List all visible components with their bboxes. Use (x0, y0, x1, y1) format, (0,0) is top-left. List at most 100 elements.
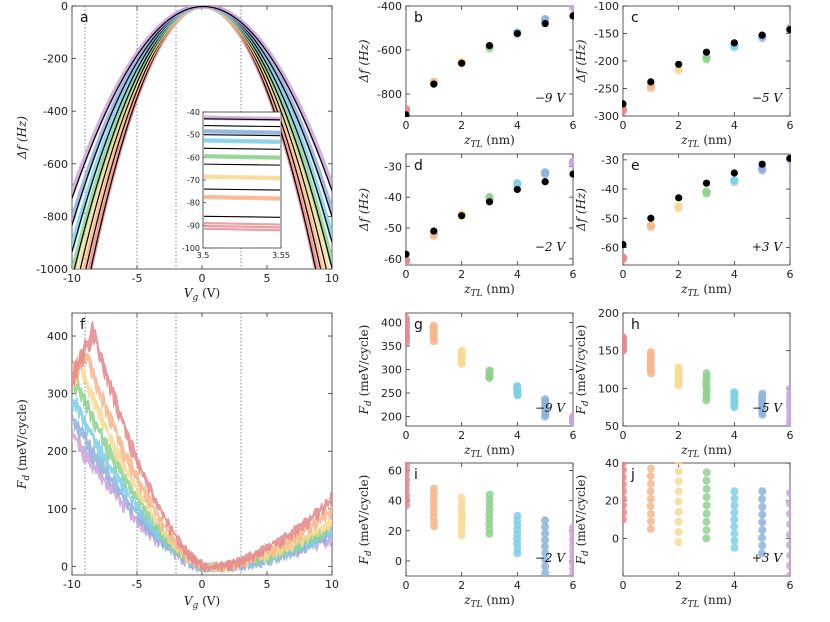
panel-j: 0 2 4 6 0 20 40 +3 V j zTL (nm) Fd (meV/cycle) (574, 457, 794, 610)
panel-h-point (758, 389, 767, 398)
inset-colored-line (203, 139, 281, 143)
panel-g-xtick-label: 0 (403, 429, 410, 442)
panel-j-point (702, 476, 711, 485)
panel-b-xtick-label: 6 (570, 119, 577, 132)
panel-e-ytick-label: -30 (601, 154, 619, 167)
panel-j-point (730, 501, 739, 510)
panel-f-xtick-label: -10 (63, 578, 81, 591)
panel-b-point-black (541, 20, 549, 28)
panel-c-xtick-label: 2 (675, 119, 682, 132)
panel-c-point-black (647, 78, 655, 86)
inset-xtick-label: 3.5 (197, 251, 210, 260)
panel-g: 0 2 4 6 200 250 300 350 400 −9 V g zTL (nm) Fd (meV/… (357, 312, 577, 460)
panel-j-xtick-label: 6 (787, 579, 794, 592)
panel-b-xlabel: zTL (nm) (463, 133, 515, 150)
panel-c: 0 2 4 6 -100 -150 -200 -250 -300 −5 V c zTL (nm) Δf … (574, 0, 794, 150)
panel-g-letter: g (414, 317, 423, 333)
panel-c-point-black (675, 60, 683, 68)
panel-e-point-black (786, 154, 791, 162)
inset-black-line (203, 147, 281, 150)
panel-h-ytick-label: 100 (598, 382, 619, 395)
panel-h-ytick-label: 200 (598, 307, 619, 320)
panel-g-point (513, 381, 522, 390)
panel-a-curve-colored (76, 6, 330, 269)
panel-j-point (786, 520, 791, 529)
panel-d-xtick-label: 4 (514, 268, 521, 281)
panel-g-ytick-label: 400 (381, 316, 402, 329)
panel-c-ytick-label: -300 (594, 110, 619, 123)
panel-i-point (541, 562, 550, 571)
panel-i-ytick-label: 0 (395, 555, 402, 568)
inset-colored-line (203, 130, 281, 134)
panel-j-ylabel-text: Fd (meV/cycle) (574, 475, 591, 566)
panel-j-point (758, 510, 767, 519)
inset-black-line (203, 118, 281, 121)
panel-j-xtick-label: 0 (620, 579, 627, 592)
panel-j-point (785, 572, 791, 577)
panel-d-letter: d (414, 158, 423, 174)
panel-a-xtick-label: -10 (63, 272, 81, 285)
panel-g-ytick-label: 200 (381, 411, 402, 424)
panel-c-xtick-label: 4 (731, 119, 738, 132)
panel-d-ylabel-text: Δf (Hz) (357, 188, 371, 232)
panel-a-curve-colored (72, 6, 332, 195)
panel-a-ytick-label: -800 (43, 210, 68, 223)
panel-h-xtick-label: 0 (620, 429, 627, 442)
panel-d-ytick-label: -40 (384, 191, 402, 204)
panel-g-xtick-label: 4 (514, 429, 521, 442)
panel-e-ylabel-text: Δf (Hz) (574, 188, 588, 232)
panel-j-xlabel-text: zTL (nm) (680, 593, 732, 610)
panel-h: 0 2 4 6 50 100 150 200 −5 V h zTL (nm) Fd (meV/cycl… (574, 307, 794, 460)
panel-e-point-colored (646, 223, 655, 232)
panel-i-xlabel: zTL (nm) (463, 593, 515, 610)
panel-e-ylabel: Δf (Hz) (574, 188, 588, 232)
panel-i-ytick-label: 20 (388, 525, 402, 538)
panel-j-point (730, 536, 739, 545)
panel-j-point (702, 468, 711, 477)
panel-j-voltage: +3 V (752, 551, 784, 565)
panel-d-ytick-label: -30 (384, 160, 402, 173)
panel-f-ylabel-text: Fd (meV/cycle) (15, 399, 32, 490)
inset-colored-line (203, 194, 281, 199)
inset-ytick-label: -50 (187, 131, 200, 140)
inset-ytick-label: -90 (187, 221, 200, 230)
panel-b-xtick-label: 0 (403, 119, 410, 132)
panel-b-xlabel-text: zTL (nm) (463, 133, 515, 150)
panel-a-ylabel-text: Δf (Hz) (15, 116, 29, 160)
panel-a-curve-colored (72, 6, 332, 249)
panel-b-point-black (430, 80, 438, 88)
inset-colored-line (203, 224, 281, 229)
panel-j-point (674, 477, 683, 486)
panel-i-point (513, 511, 522, 520)
panel-j-point (758, 518, 767, 527)
panel-a-ytick-label: -1000 (36, 263, 68, 276)
panel-j-point (785, 530, 791, 539)
panel-d-xlabel-text: zTL (nm) (463, 282, 515, 299)
panel-i-point (541, 529, 550, 538)
panel-d-marks (405, 157, 574, 266)
panel-c-ytick-label: -150 (594, 28, 619, 41)
inset-black-line (203, 215, 281, 218)
inset-xtick-label: 3.55 (272, 251, 290, 260)
panel-f-ytick-label: 200 (47, 445, 68, 458)
panel-f-ytick-label: 400 (47, 330, 68, 343)
panel-j-point (622, 515, 627, 524)
panel-f-ytick-label: 300 (47, 388, 68, 401)
panel-a-letter: a (80, 10, 89, 26)
panel-g-marks (405, 313, 574, 427)
panel-e-point-black (675, 194, 683, 202)
panel-g-ylabel-text: Fd (meV/cycle) (357, 325, 374, 416)
panel-d-xtick-label: 0 (403, 268, 410, 281)
panel-j-point (730, 515, 739, 524)
panel-e-xtick-label: 4 (731, 268, 738, 281)
panel-f-xtick-label: 0 (199, 578, 206, 591)
panel-h-point (646, 348, 655, 357)
panel-e-point-black (730, 169, 738, 177)
panel-i-ylabel: Fd (meV/cycle) (357, 475, 374, 566)
panel-a-ylabel: Δf (Hz) (15, 116, 29, 160)
panel-j-point (622, 480, 627, 489)
panel-h-xlabel: zTL (nm) (680, 443, 732, 460)
panel-a-ytick-label: -400 (43, 105, 68, 118)
panel-g-xtick-label: 6 (570, 429, 577, 442)
panel-c-point-black (786, 26, 791, 34)
